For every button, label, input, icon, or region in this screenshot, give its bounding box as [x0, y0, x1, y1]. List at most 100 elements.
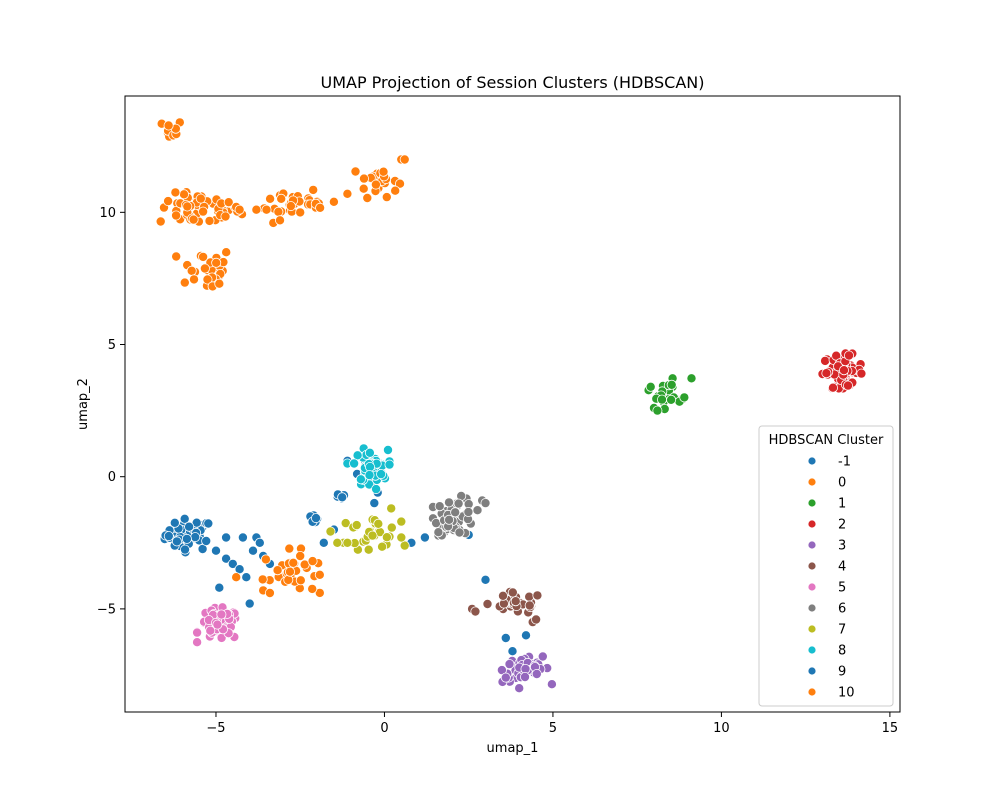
data-point-cluster--1	[318, 537, 329, 548]
data-point-cluster--1	[214, 582, 225, 593]
data-point-cluster-3	[504, 659, 515, 670]
data-point-cluster-8	[364, 470, 375, 481]
data-point-cluster-0	[381, 192, 392, 203]
legend-label-7: 7	[838, 623, 846, 638]
data-point-cluster-5	[212, 619, 223, 630]
data-point-cluster--1	[171, 536, 182, 547]
data-point-cluster-0	[155, 216, 166, 227]
data-point-cluster--1	[237, 532, 248, 543]
data-point-cluster-1	[686, 373, 697, 384]
legend-marker-10	[807, 687, 817, 697]
chart-title: UMAP Projection of Session Clusters (HDB…	[320, 73, 704, 92]
data-point-cluster-1	[645, 381, 656, 392]
data-point-cluster-0	[328, 196, 339, 207]
data-point-cluster-0	[221, 247, 232, 258]
data-point-cluster-0	[171, 251, 182, 262]
data-point-cluster--1	[203, 518, 214, 529]
x-tick-label: 5	[549, 721, 557, 736]
data-point-cluster-7	[325, 526, 336, 537]
data-point-cluster-1	[666, 379, 677, 390]
data-point-cluster--1	[210, 545, 221, 556]
data-point-cluster-0	[163, 120, 174, 131]
data-point-cluster--1	[369, 498, 380, 509]
y-tick-label: −5	[97, 602, 116, 617]
data-point-cluster-0	[283, 574, 294, 585]
legend-label-0: 0	[838, 476, 846, 491]
legend-label-4: 4	[838, 560, 846, 575]
x-axis: −5 0 5 10 15	[206, 712, 898, 736]
data-point-cluster--1	[521, 630, 532, 641]
data-point-cluster-0	[370, 179, 381, 190]
data-point-cluster-0	[195, 193, 206, 204]
x-tick-label: 10	[713, 721, 730, 736]
data-point-cluster-6	[433, 527, 444, 538]
data-point-cluster-0	[308, 184, 319, 195]
legend-label-8: 8	[838, 644, 846, 659]
data-point-cluster--1	[480, 574, 491, 585]
data-point-cluster-5	[192, 637, 203, 648]
data-point-cluster--1	[247, 545, 258, 556]
data-point-cluster-7	[342, 537, 353, 548]
data-point-cluster-4	[497, 590, 508, 601]
data-point-cluster-3	[537, 651, 548, 662]
data-point-cluster-0	[390, 185, 401, 196]
data-point-cluster-0	[272, 565, 283, 576]
data-point-cluster-0	[179, 277, 190, 288]
data-point-cluster-0	[261, 204, 272, 215]
data-point-cluster-7	[396, 532, 407, 543]
data-point-cluster-0	[260, 554, 271, 565]
x-axis-label: umap_1	[487, 741, 539, 756]
data-point-cluster-3	[546, 679, 557, 690]
data-point-cluster--1	[500, 633, 511, 644]
data-point-cluster-9	[337, 492, 348, 503]
legend-title: HDBSCAN Cluster	[769, 433, 884, 448]
data-point-cluster-0	[399, 154, 410, 165]
data-point-cluster-0	[251, 204, 262, 215]
data-point-cluster-6	[454, 527, 465, 538]
x-tick-label: 0	[380, 721, 388, 736]
data-point-cluster-0	[234, 204, 245, 215]
data-point-cluster-5	[216, 609, 227, 620]
data-point-cluster--1	[179, 544, 190, 555]
data-point-cluster-0	[220, 211, 231, 222]
legend-label-6: 6	[838, 602, 846, 617]
data-point-cluster-4	[510, 596, 521, 607]
data-point-cluster-6	[453, 498, 464, 509]
data-point-cluster-0	[273, 206, 284, 217]
legend-box	[758, 425, 894, 707]
data-point-cluster-0	[214, 278, 225, 289]
data-point-cluster-8	[382, 444, 393, 455]
legend-marker-6	[807, 603, 817, 613]
data-point-cluster-7	[373, 518, 384, 529]
data-point-cluster-4	[470, 606, 481, 617]
data-point-cluster-0	[211, 257, 222, 268]
data-point-cluster--1	[221, 532, 232, 543]
data-point-cluster-4	[507, 587, 518, 598]
data-point-cluster-3	[520, 672, 531, 683]
y-tick-label: 10	[99, 206, 116, 221]
data-point-cluster--1	[190, 532, 201, 543]
data-point-cluster--1	[169, 517, 180, 528]
data-point-cluster--1	[184, 521, 195, 532]
data-point-cluster-0	[362, 192, 373, 203]
data-point-cluster-0	[231, 572, 242, 583]
points-layer	[155, 117, 867, 694]
data-point-cluster-0	[199, 263, 210, 274]
legend-items: -1 0 1 2 3 4 5 6 7 8 9 10	[807, 455, 855, 701]
data-point-cluster-8	[349, 458, 360, 469]
data-point-cluster-7	[377, 541, 388, 552]
data-point-cluster-0	[307, 556, 318, 567]
data-point-cluster-6	[472, 505, 483, 516]
data-point-cluster-0	[284, 543, 295, 554]
data-point-cluster-8	[384, 459, 395, 470]
data-point-cluster-0	[295, 575, 306, 586]
data-point-cluster-0	[295, 551, 306, 562]
data-point-cluster-7	[332, 537, 343, 548]
data-point-cluster-0	[276, 193, 287, 204]
data-point-cluster--1	[201, 536, 212, 547]
data-point-cluster-0	[295, 207, 306, 218]
x-tick-label: −5	[206, 721, 225, 736]
data-point-cluster-0	[178, 189, 189, 200]
data-point-cluster--1	[163, 531, 174, 542]
